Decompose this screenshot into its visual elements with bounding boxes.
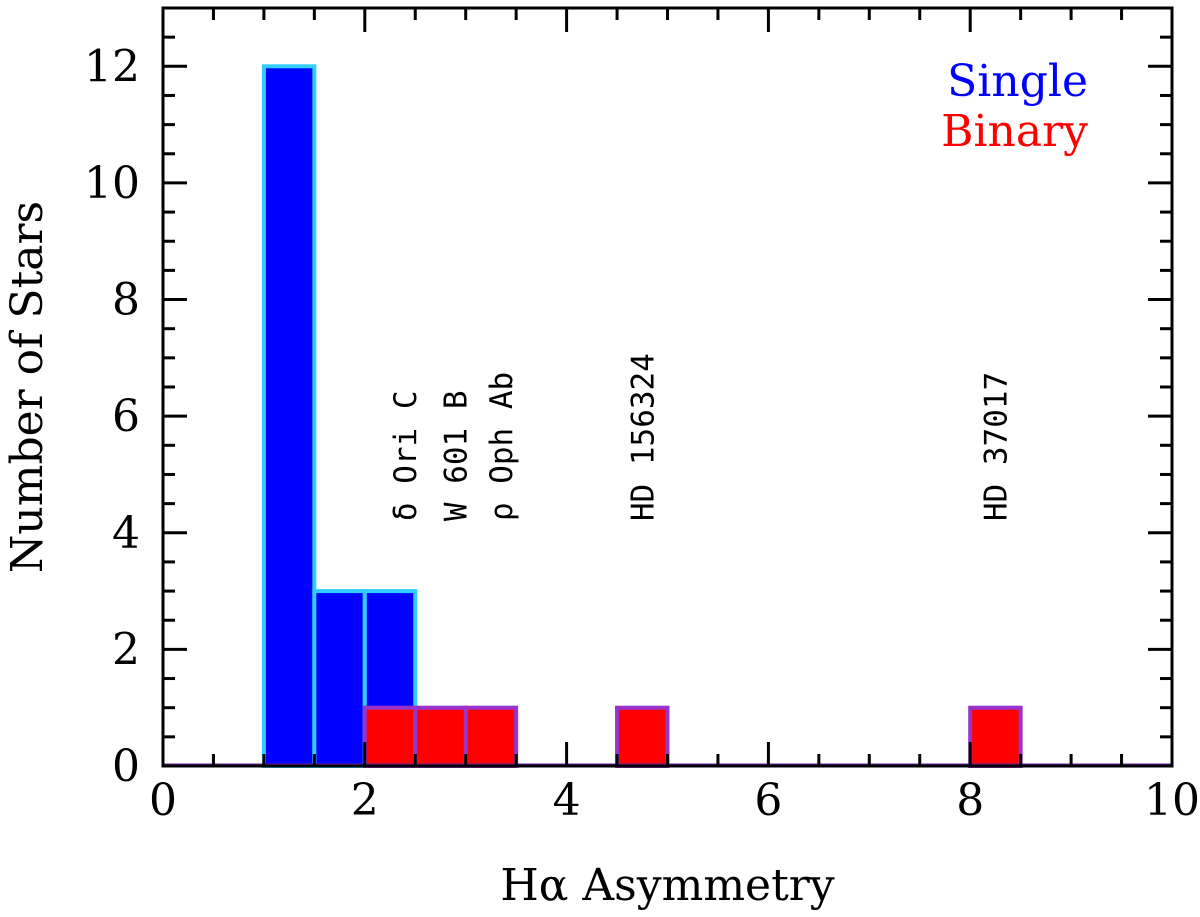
bar-binary-3: [615, 705, 670, 769]
y-tick-label: 12: [84, 41, 140, 92]
ticks-layer: [161, 6, 1174, 768]
y-axis-label: Number of Stars: [2, 201, 53, 573]
x-tick-label: 10: [1144, 775, 1200, 826]
annotation-0: δ Ori C: [388, 390, 424, 521]
bar-single-0: [261, 64, 317, 769]
x-tick-label: 0: [149, 775, 177, 826]
x-axis-label: Hα Asymmetry: [500, 860, 834, 911]
y-tick-label: 6: [112, 391, 140, 442]
x-tick-label: 8: [956, 775, 984, 826]
series-binary: [362, 705, 1023, 769]
bar-binary-0: [362, 705, 418, 769]
x-tick-label: 2: [351, 775, 379, 826]
series-single: [261, 64, 418, 769]
bar-binary-1: [413, 705, 468, 769]
bar-binary-2: [463, 705, 519, 769]
annotation-2: ρ Oph Ab: [484, 372, 520, 521]
annotation-1: W 601 B: [439, 390, 475, 521]
legend-single: Single: [947, 56, 1088, 107]
x-tick-label: 4: [553, 775, 581, 826]
bar-binary-4: [968, 705, 1023, 769]
bar-single-1: [312, 589, 367, 768]
y-tick-label: 2: [112, 624, 140, 675]
y-tick-label: 10: [84, 158, 140, 209]
x-tick-label: 6: [754, 775, 782, 826]
bars-layer: [163, 64, 1172, 769]
y-tick-label: 8: [112, 275, 140, 326]
y-tick-label: 0: [112, 741, 140, 792]
tick-labels-layer: 0 2 4 6 8 10 0 2 4 6 8 10 12: [84, 41, 1200, 826]
annotation-4: HD 37017: [978, 372, 1014, 521]
annotation-3: HD 156324: [625, 353, 661, 521]
legend-binary: Binary: [941, 106, 1088, 157]
y-tick-label: 4: [112, 508, 140, 559]
